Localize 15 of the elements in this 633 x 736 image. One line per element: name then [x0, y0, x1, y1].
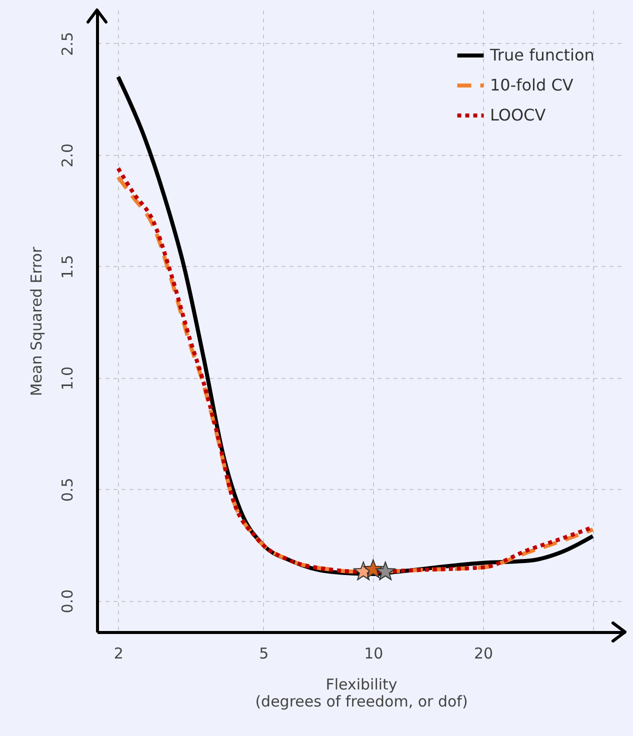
x-tick-label: 20 [474, 644, 494, 662]
y-tick-label: 2.0 [58, 143, 76, 168]
legend-label: 10-fold CV [490, 76, 574, 94]
y-tick-label: 0.0 [58, 589, 76, 614]
y-tick-label: 0.5 [58, 478, 76, 502]
x-tick-label: 2 [114, 644, 124, 662]
y-tick-label: 1.0 [58, 366, 76, 390]
x-axis-title: Flexibility (degrees of freedom, or dof) [255, 676, 468, 710]
x-tick-label: 10 [364, 644, 384, 662]
y-tick-label: 2.5 [58, 32, 76, 56]
legend-label: True function [489, 46, 594, 64]
x-tick-label: 5 [259, 644, 269, 662]
y-tick-label: 1.5 [58, 254, 76, 279]
y-axis-title: Mean Squared Error [28, 246, 46, 396]
legend-label: LOOCV [490, 106, 546, 124]
